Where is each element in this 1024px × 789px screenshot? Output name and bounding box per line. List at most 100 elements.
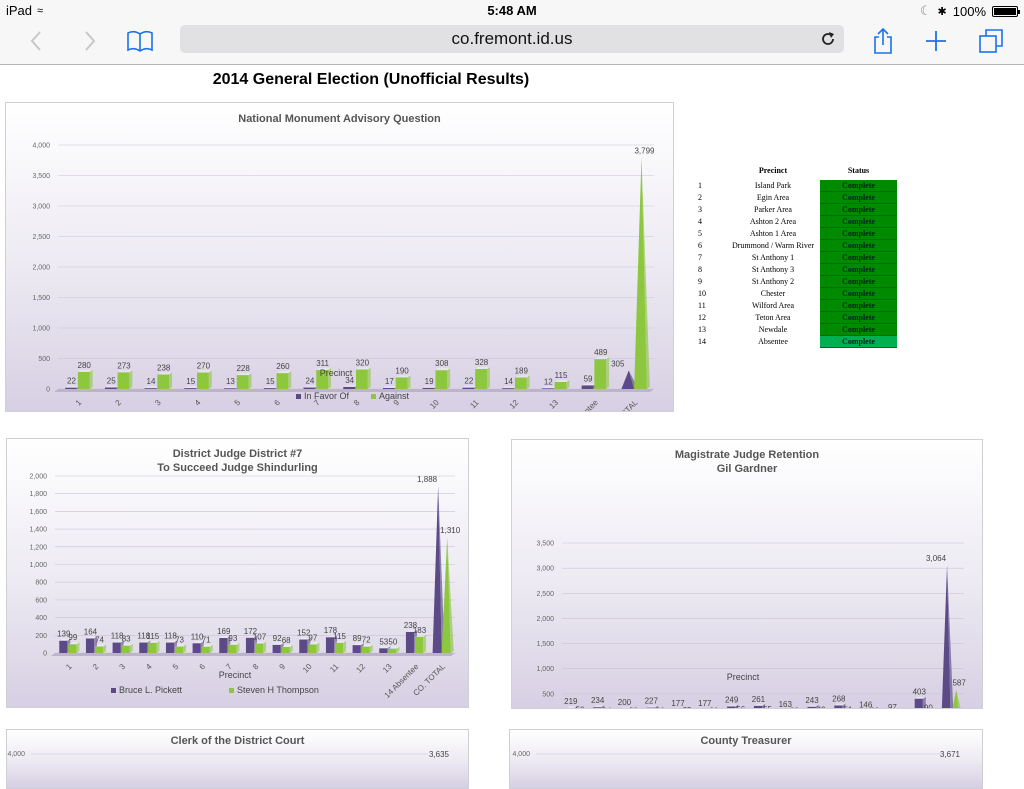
reload-button[interactable]	[820, 25, 836, 55]
data-label: 99	[68, 633, 77, 642]
bar-steven-h-thompson	[255, 644, 263, 653]
bar-in-favor-of	[582, 385, 594, 389]
data-label: 328	[475, 358, 489, 367]
y-tick-label: 2,500	[32, 234, 50, 241]
bar-in-favor-of	[502, 388, 514, 389]
bar-bruce-l-pickett	[193, 643, 201, 653]
precinct-number: 11	[694, 300, 726, 312]
precinct-name: Newdale	[726, 324, 820, 336]
chart-title: National Monument Advisory Question	[238, 113, 441, 125]
bar-in-favor-of	[264, 388, 276, 389]
bar-in-favor-of	[462, 388, 474, 389]
precinct-name: Chester	[726, 288, 820, 300]
bar-against	[237, 375, 249, 389]
precinct-number: 13	[694, 324, 726, 336]
bar-steven-h-thompson	[388, 649, 396, 653]
y-tick-label: 3,500	[536, 541, 554, 548]
chart-title: Gil Gardner	[717, 463, 778, 475]
legend-label: Against	[379, 391, 410, 401]
data-label: 50	[388, 638, 397, 647]
bar-side	[527, 375, 530, 389]
data-label: 489	[594, 348, 608, 357]
plus-icon	[924, 29, 948, 53]
tabs-icon	[977, 27, 1005, 55]
data-label: 403	[913, 688, 927, 697]
new-tab-button[interactable]	[922, 26, 950, 56]
data-label: 17	[385, 377, 394, 386]
tabs-button[interactable]	[976, 26, 1006, 56]
precinct-number: 8	[694, 264, 726, 276]
status-bar: iPad ≈ 5:48 AM ☾ ✱ 100%	[0, 0, 1024, 20]
data-label: 228	[236, 364, 250, 373]
battery-icon	[992, 6, 1018, 17]
back-button[interactable]	[26, 26, 46, 56]
bar-steven-h-thompson	[335, 643, 343, 653]
bar-side	[169, 372, 172, 389]
bar-side	[606, 357, 609, 389]
data-label: 50	[576, 705, 585, 708]
bookmarks-button[interactable]	[124, 26, 156, 56]
precinct-number: 6	[694, 240, 726, 252]
data-label: 15	[266, 377, 275, 386]
data-label: 93	[228, 634, 237, 643]
status-badge: Complete	[820, 180, 897, 192]
bar-steven-h-thompson	[362, 647, 370, 653]
data-label: 19	[425, 377, 434, 386]
precinct-name: Island Park	[726, 180, 820, 192]
bar-against	[515, 377, 527, 389]
precinct-number: 5	[694, 228, 726, 240]
x-tick-label: 14 Absentee	[562, 398, 600, 411]
bar-side	[407, 375, 410, 389]
bar-in-favor-of	[184, 388, 196, 389]
url-text: co.fremont.id.us	[452, 29, 573, 48]
header-precinct: Precinct	[726, 160, 820, 180]
status-badge: Complete	[820, 336, 897, 348]
chevron-left-icon	[29, 30, 43, 52]
precinct-number: 9	[694, 276, 726, 288]
chart-title: County Treasurer	[700, 735, 792, 747]
data-label: 238	[157, 363, 171, 372]
data-label: 29	[629, 707, 638, 708]
data-label: 268	[832, 695, 846, 704]
bar-bruce-l-pickett	[113, 643, 121, 653]
x-tick-label: 4	[193, 398, 203, 408]
bar-in-favor-of	[105, 387, 117, 389]
precinct-name: Wilford Area	[726, 300, 820, 312]
precinct-number: 2	[694, 192, 726, 204]
precinct-number: 12	[694, 312, 726, 324]
bar-against	[157, 374, 169, 389]
data-label: 59	[584, 374, 593, 383]
data-label: 1,310	[440, 526, 461, 535]
data-label: 56	[736, 705, 745, 708]
forward-button[interactable]	[80, 26, 100, 56]
moon-icon: ☾	[920, 3, 932, 19]
bar-against	[118, 372, 130, 389]
status-badge: Complete	[820, 216, 897, 228]
status-badge: Complete	[820, 312, 897, 324]
address-bar[interactable]: co.fremont.id.us	[180, 25, 844, 53]
bar-bruce-l-pickett	[219, 638, 227, 653]
bar-bruce-l-pickett	[299, 640, 307, 653]
x-axis-label: Precinct	[727, 672, 760, 682]
data-label: 587	[952, 678, 966, 687]
chart-floor	[51, 653, 455, 656]
y-tick-label: 1,600	[29, 509, 47, 516]
bar-in-favor-of	[542, 388, 554, 389]
x-tick-label: 11	[328, 662, 341, 675]
share-button[interactable]	[870, 26, 896, 56]
y-tick-label: 0	[43, 651, 47, 658]
x-tick-label: 1	[74, 398, 84, 408]
bar-against	[356, 369, 368, 389]
x-tick-label: 3	[153, 398, 163, 408]
y-tick-label: 1,500	[32, 295, 50, 302]
precinct-number: 10	[694, 288, 726, 300]
